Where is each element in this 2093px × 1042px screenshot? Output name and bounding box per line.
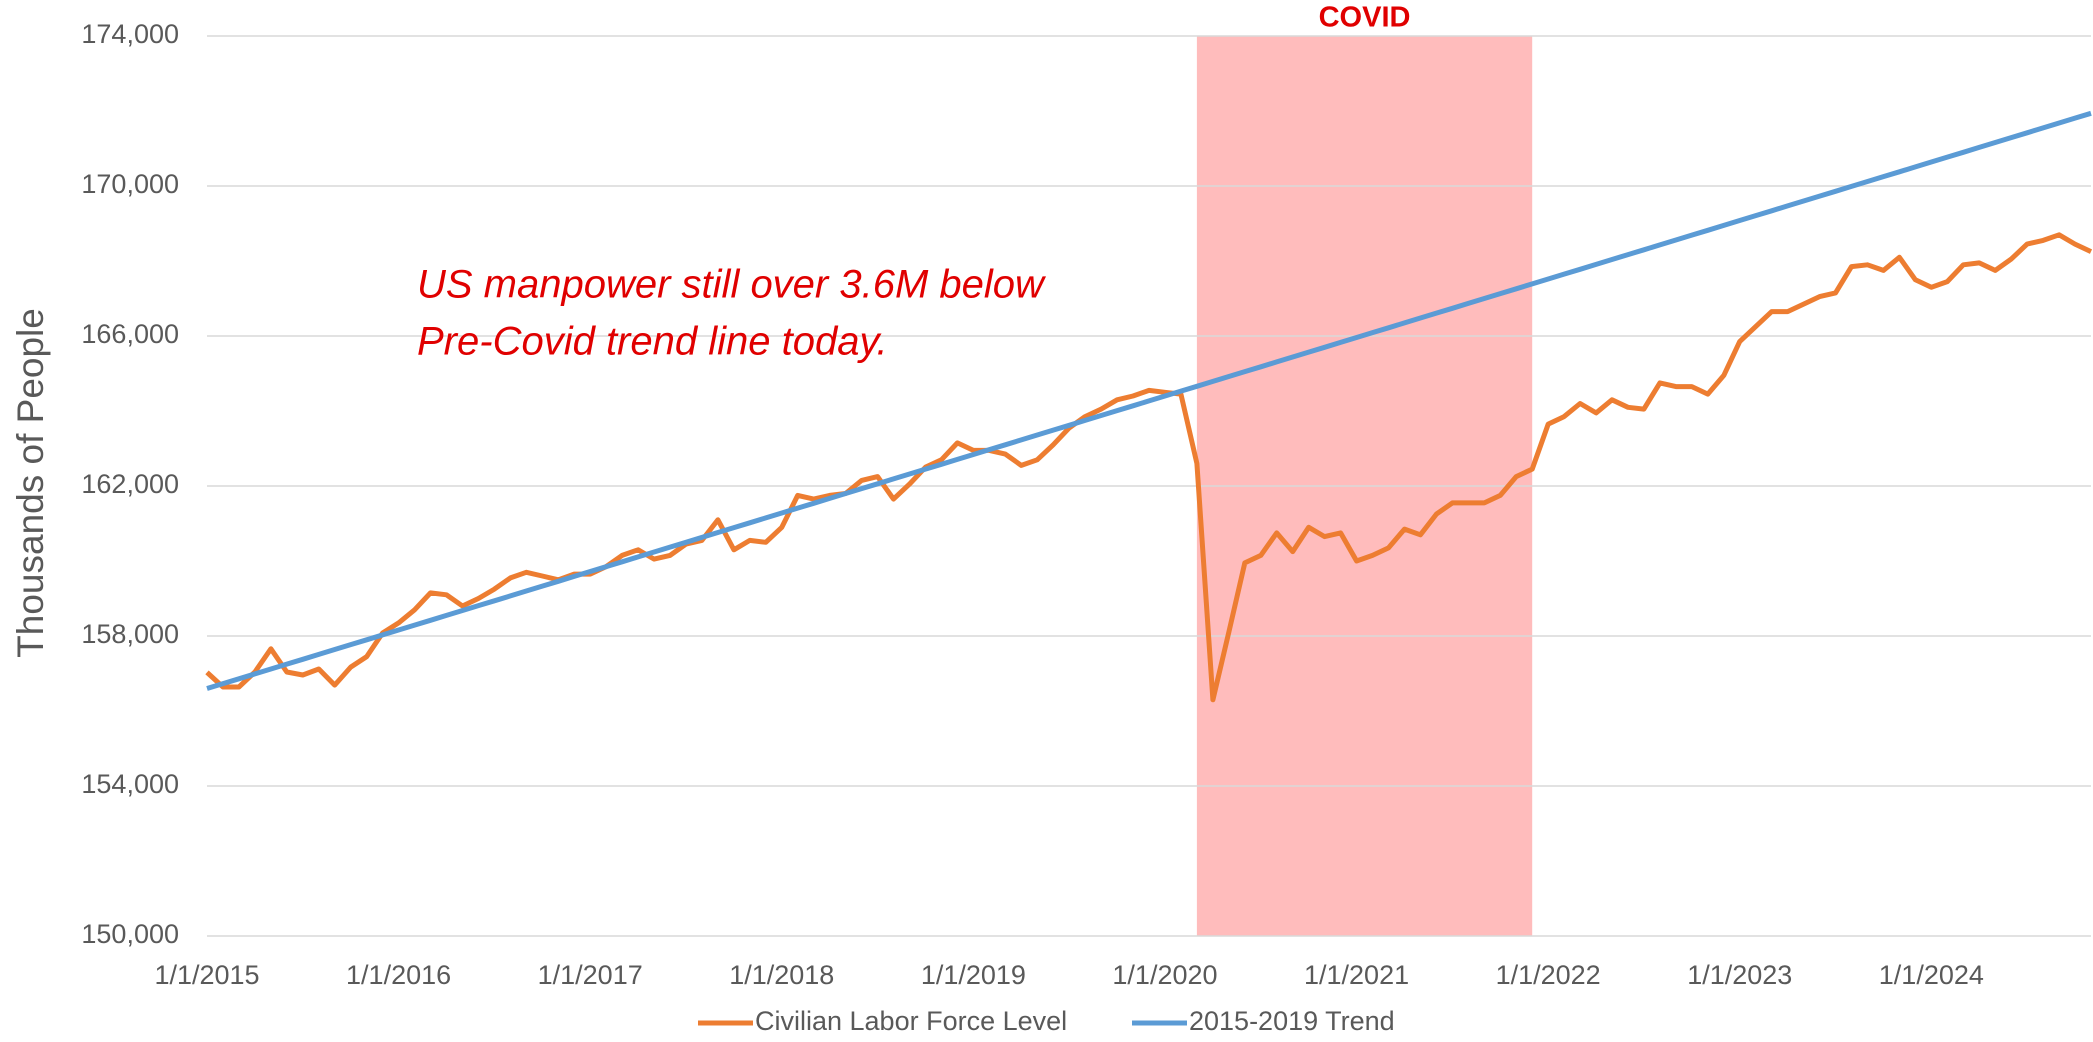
x-tick-label: 1/1/2020 [1112,960,1217,990]
series-line [205,232,2093,703]
series-line [206,110,2092,691]
x-tick-label: 1/1/2024 [1879,960,1984,990]
x-tick-label: 1/1/2017 [538,960,643,990]
y-axis-title: Thousands of People [10,308,51,658]
y-tick-label: 174,000 [81,19,179,49]
x-tick-label: 1/1/2021 [1304,960,1409,990]
y-tick-label: 162,000 [81,469,179,499]
x-tick-label: 1/1/2023 [1687,960,1792,990]
y-tick-label: 154,000 [81,769,179,799]
annotation: Pre-Covid trend line today. [417,320,888,364]
x-tick-label: 1/1/2018 [729,960,834,990]
x-tick-label: 1/1/2016 [346,960,451,990]
annotation: US manpower still over 3.6M below [417,263,1047,307]
y-tick-label: 150,000 [81,919,179,949]
y-tick-label: 166,000 [81,319,179,349]
legend-label: 2015-2019 Trend [1189,1006,1395,1036]
x-tick-label: 1/1/2019 [921,960,1026,990]
x-tick-label: 1/1/2022 [1496,960,1601,990]
legend-label: Civilian Labor Force Level [755,1006,1067,1036]
y-tick-label: 170,000 [81,169,179,199]
y-tick-label: 158,000 [81,619,179,649]
x-tick-label: 1/1/2015 [154,960,259,990]
shade-label: COVID [1319,2,1411,34]
